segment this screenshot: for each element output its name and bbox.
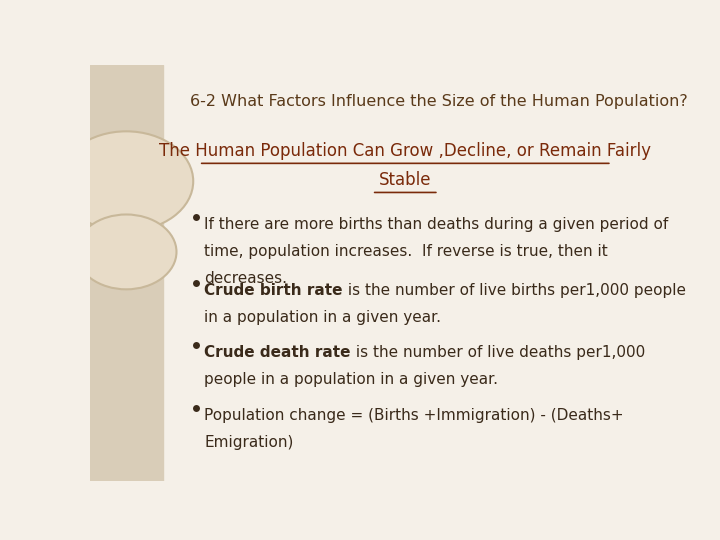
Text: time, population increases.  If reverse is true, then it: time, population increases. If reverse i… bbox=[204, 244, 608, 259]
Text: 6-2 What Factors Influence the Size of the Human Population?: 6-2 What Factors Influence the Size of t… bbox=[190, 94, 688, 109]
Bar bbox=[90, 65, 163, 481]
Circle shape bbox=[76, 214, 176, 289]
Text: people in a population in a given year.: people in a population in a given year. bbox=[204, 373, 498, 388]
Circle shape bbox=[59, 131, 193, 231]
Text: is the number of live deaths per1,000: is the number of live deaths per1,000 bbox=[351, 346, 645, 361]
Text: If there are more births than deaths during a given period of: If there are more births than deaths dur… bbox=[204, 217, 669, 232]
Text: Crude birth rate: Crude birth rate bbox=[204, 283, 343, 298]
Text: Emigration): Emigration) bbox=[204, 435, 294, 450]
Text: in a population in a given year.: in a population in a given year. bbox=[204, 310, 441, 325]
Text: decreases.: decreases. bbox=[204, 271, 287, 286]
Text: Population change = (Births +Immigration) - (Deaths+: Population change = (Births +Immigration… bbox=[204, 408, 624, 423]
Text: Stable: Stable bbox=[379, 171, 431, 189]
Text: The Human Population Can Grow ,Decline, or Remain Fairly: The Human Population Can Grow ,Decline, … bbox=[159, 141, 652, 160]
Text: Crude death rate: Crude death rate bbox=[204, 346, 351, 361]
Text: is the number of live births per1,000 people: is the number of live births per1,000 pe… bbox=[343, 283, 686, 298]
